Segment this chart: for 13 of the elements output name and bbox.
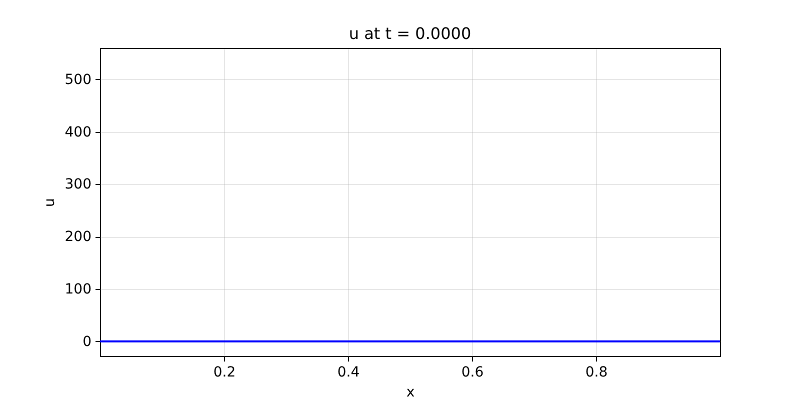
y-tick-label: 100: [64, 281, 92, 298]
x-axis-title: x: [406, 384, 415, 400]
y-tick-label: 300: [64, 176, 92, 193]
y-axis-title: u: [42, 198, 58, 207]
x-tick-label: 0.2: [213, 364, 236, 380]
y-tick-label: 200: [64, 229, 92, 246]
y-tick-label: 400: [64, 124, 92, 140]
x-tick-label: 0.8: [585, 364, 608, 380]
y-tick-label: 0: [82, 334, 92, 350]
x-tick-label: 0.6: [461, 364, 484, 380]
y-tick-label: 500: [64, 72, 92, 88]
chart-title: u at t = 0.0000: [348, 24, 472, 43]
x-tick-label: 0.4: [337, 364, 360, 380]
